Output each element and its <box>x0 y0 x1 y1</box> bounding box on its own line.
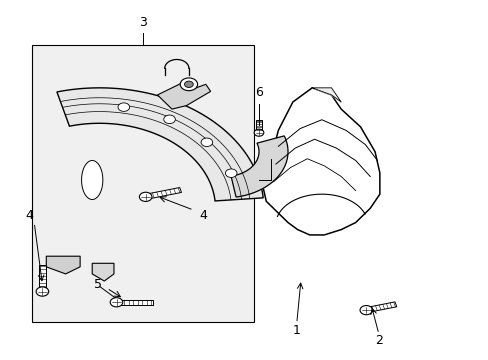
Circle shape <box>118 103 129 111</box>
Text: 6: 6 <box>255 86 263 99</box>
Circle shape <box>36 287 49 296</box>
Polygon shape <box>149 188 181 198</box>
Text: 5: 5 <box>94 278 102 291</box>
Polygon shape <box>46 256 80 274</box>
Polygon shape <box>311 88 341 102</box>
Circle shape <box>110 298 122 307</box>
Polygon shape <box>57 88 263 201</box>
Polygon shape <box>256 121 261 131</box>
Polygon shape <box>121 300 152 305</box>
Polygon shape <box>39 265 46 288</box>
Circle shape <box>201 138 212 147</box>
Polygon shape <box>259 88 379 235</box>
Circle shape <box>254 129 264 136</box>
Polygon shape <box>230 136 287 197</box>
Polygon shape <box>92 263 114 281</box>
Text: 2: 2 <box>374 334 382 347</box>
Text: 3: 3 <box>139 16 146 30</box>
Text: 4: 4 <box>25 209 33 222</box>
Polygon shape <box>81 161 102 199</box>
Circle shape <box>184 81 193 87</box>
Polygon shape <box>157 81 210 109</box>
Circle shape <box>139 192 152 202</box>
Bar <box>32 45 254 322</box>
Text: 1: 1 <box>292 324 300 337</box>
Text: 4: 4 <box>199 209 207 222</box>
Circle shape <box>359 306 372 315</box>
Polygon shape <box>368 302 396 312</box>
Circle shape <box>163 115 175 123</box>
Circle shape <box>180 78 197 91</box>
Circle shape <box>225 169 237 177</box>
